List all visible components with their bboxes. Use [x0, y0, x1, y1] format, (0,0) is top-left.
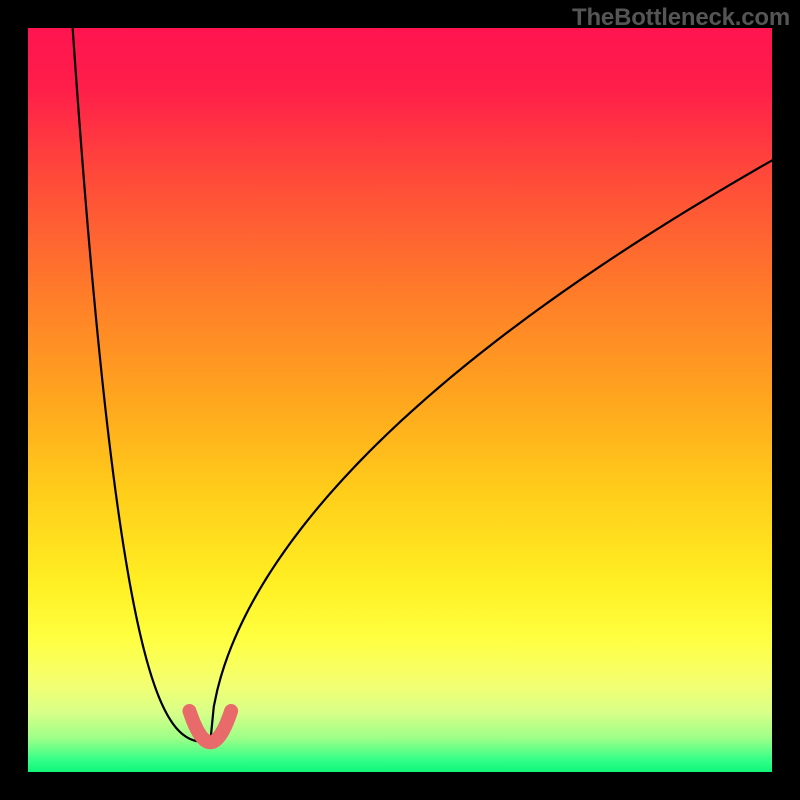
bottleneck-curve [73, 28, 772, 742]
watermark-text: TheBottleneck.com [572, 4, 790, 32]
curve-layer [28, 28, 772, 772]
optimum-marker [189, 711, 231, 742]
chart-stage: TheBottleneck.com [0, 0, 800, 800]
plot-area [28, 28, 772, 772]
